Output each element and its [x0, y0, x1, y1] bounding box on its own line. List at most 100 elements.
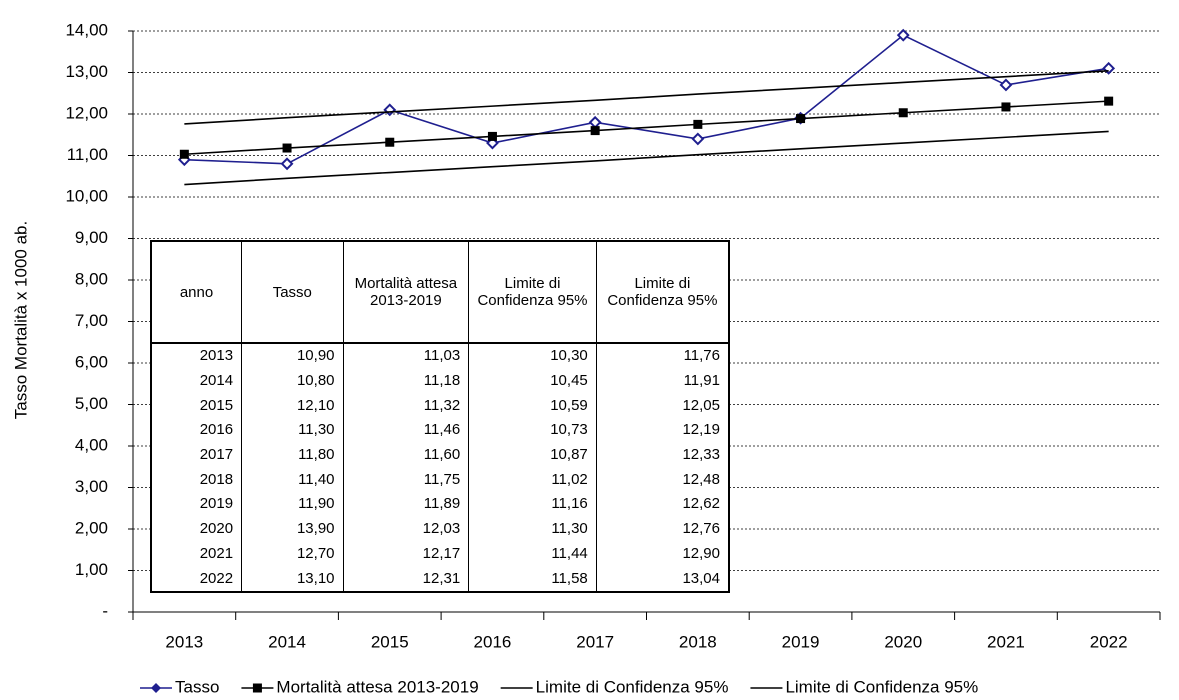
table-cell: 12,76 [595, 516, 730, 542]
table-cell: 12,17 [342, 541, 470, 567]
table-row: 2019 11,90 11,89 11,16 12,62 [150, 492, 730, 517]
table-cell: 2017 [150, 442, 243, 468]
table-cell: 10,80 [241, 368, 344, 394]
legend-marker [151, 683, 161, 693]
table-cell: 12,03 [342, 516, 470, 542]
series-line [184, 100, 1109, 156]
legend-marker [252, 683, 262, 693]
table-cell: 12,31 [342, 566, 470, 592]
table-cell: 10,87 [468, 442, 597, 468]
marker [999, 78, 1013, 92]
marker [385, 137, 395, 147]
marker [1104, 96, 1114, 106]
y-tick-label: 2,00 [75, 518, 108, 537]
table-cell: 11,89 [342, 492, 470, 517]
table-cell: 10,90 [241, 343, 344, 369]
table-cell: 2020 [150, 516, 243, 542]
table-cell: 10,30 [468, 343, 597, 369]
table-cell: 11,46 [342, 418, 470, 443]
y-tick-label: 13,00 [65, 62, 108, 81]
y-tick-label: 14,00 [65, 20, 108, 39]
table-cell: 11,90 [241, 492, 344, 517]
marker [796, 114, 806, 124]
y-tick-label: - [102, 601, 108, 620]
table-cell: 11,03 [342, 343, 470, 369]
table-cell: 11,76 [595, 343, 730, 369]
table-row: 2016 11,30 11,46 10,73 12,19 [150, 418, 730, 443]
table-cell: 11,80 [241, 442, 344, 468]
table-cell: 11,30 [468, 516, 597, 542]
marker [588, 115, 602, 129]
x-tick-label: 2020 [884, 632, 922, 651]
table-cell: 12,33 [595, 442, 730, 468]
table-row: 2022 13,10 12,31 11,58 13,04 [150, 566, 730, 592]
series [179, 96, 1114, 159]
marker [487, 131, 497, 141]
y-tick-label: 1,00 [75, 560, 108, 579]
table-cell: 11,91 [595, 368, 730, 394]
table-header-cell: anno [150, 240, 243, 344]
series-line [184, 34, 1109, 165]
table-row: 2013 10,90 11,03 10,30 11,76 [150, 343, 730, 369]
y-tick-label: 8,00 [75, 269, 108, 288]
table-cell: 11,30 [241, 418, 344, 443]
table-cell: 13,90 [241, 516, 344, 542]
marker [383, 103, 397, 117]
table-row: 2021 12,70 12,17 11,44 12,90 [150, 541, 730, 567]
x-tick-label: 2016 [474, 632, 512, 651]
legend-label: Limite di Confidenza 95% [785, 677, 978, 696]
marker [282, 143, 292, 153]
y-tick-label: 10,00 [65, 186, 108, 205]
table-cell: 13,04 [595, 566, 730, 592]
table-cell: 11,32 [342, 393, 470, 419]
legend-label: Mortalità attesa 2013-2019 [276, 677, 478, 696]
table-cell: 2022 [150, 566, 243, 592]
table-cell: 11,18 [342, 368, 470, 394]
table-cell: 11,44 [468, 541, 597, 567]
y-tick-label: 7,00 [75, 311, 108, 330]
table-header-cell: Limite di Confidenza 95% [595, 240, 730, 344]
table-cell: 2014 [150, 368, 243, 394]
y-tick-label: 11,00 [67, 145, 108, 164]
marker [1001, 102, 1011, 112]
marker [179, 149, 189, 159]
marker [693, 119, 703, 129]
y-tick-label: 6,00 [75, 352, 108, 371]
table-cell: 10,59 [468, 393, 597, 419]
table-cell: 13,10 [241, 566, 344, 592]
series [184, 70, 1109, 125]
series-line [184, 70, 1109, 125]
x-tick-label: 2013 [165, 632, 203, 651]
table-cell: 11,75 [342, 467, 470, 493]
table-header-row: anno Tasso Mortalità attesa 2013-2019 Limit… [150, 240, 730, 344]
table-row: 2015 12,10 11,32 10,59 12,05 [150, 393, 730, 419]
table-cell: 2013 [150, 343, 243, 369]
table-cell: 11,02 [468, 467, 597, 493]
series-line [184, 130, 1109, 186]
table-cell: 11,60 [342, 442, 470, 468]
x-tick-label: 2019 [782, 632, 820, 651]
table-row: 2020 13,90 12,03 11,30 12,76 [150, 516, 730, 542]
table-cell: 10,45 [468, 368, 597, 394]
table-cell: 12,90 [595, 541, 730, 567]
y-tick-label: 3,00 [75, 477, 108, 496]
marker [896, 28, 910, 42]
marker [1102, 61, 1116, 75]
table-cell: 2016 [150, 418, 243, 443]
marker [691, 132, 705, 146]
table-cell: 2019 [150, 492, 243, 517]
marker [898, 108, 908, 118]
table-cell: 12,10 [241, 393, 344, 419]
table-row: 2018 11,40 11,75 11,02 12,48 [150, 467, 730, 493]
y-axis-label: Tasso Mortalità x 1000 ab. [11, 221, 30, 419]
table-cell: 11,58 [468, 566, 597, 592]
series [184, 130, 1109, 186]
table-cell: 12,70 [241, 541, 344, 567]
y-tick-label: 4,00 [75, 435, 108, 454]
table-cell: 11,40 [241, 467, 344, 493]
table-cell: 12,05 [595, 393, 730, 419]
table-header-cell: Tasso [241, 240, 344, 344]
table-cell: 12,48 [595, 467, 730, 493]
